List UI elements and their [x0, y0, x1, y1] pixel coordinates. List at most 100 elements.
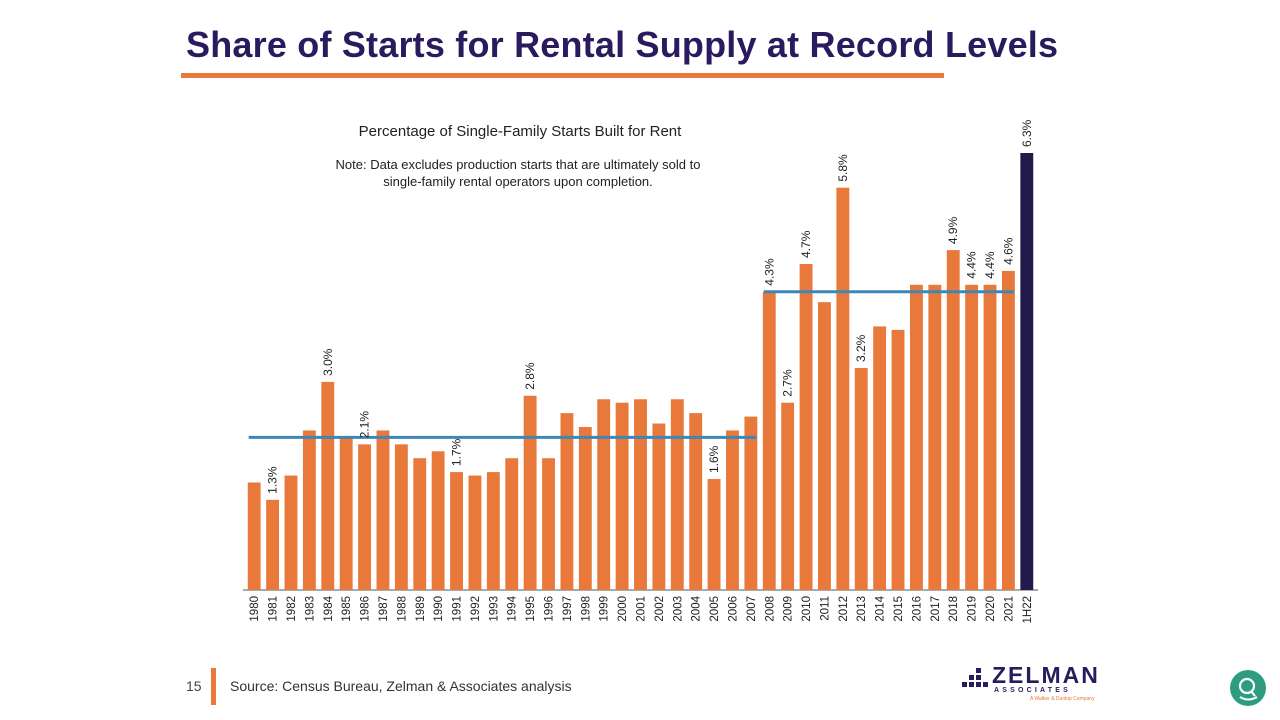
x-tick-label-1984: 1984 — [323, 595, 335, 621]
x-tick-label-1996: 1996 — [544, 596, 556, 622]
data-label-2008: 4.3% — [762, 258, 776, 286]
bar-1984 — [321, 381, 335, 590]
x-tick-label-2016: 2016 — [911, 596, 923, 622]
bar-1987 — [376, 430, 390, 590]
x-tick-label-1988: 1988 — [396, 596, 408, 622]
x-tick-label-1989: 1989 — [415, 596, 427, 622]
x-tick-label-2000: 2000 — [617, 596, 629, 622]
x-tick-label-1997: 1997 — [562, 596, 574, 622]
bar-1993 — [486, 472, 500, 590]
bar-1995 — [523, 395, 537, 590]
x-tick-label-2014: 2014 — [875, 595, 887, 621]
x-tick-label-2010: 2010 — [801, 596, 813, 622]
bar-2007 — [744, 416, 758, 590]
x-tick-label-2008: 2008 — [764, 596, 776, 622]
data-label-2018: 4.9% — [946, 216, 960, 244]
bar-1985 — [339, 437, 353, 590]
data-label-1991: 1.7% — [450, 438, 464, 466]
bar-2021 — [1001, 270, 1015, 590]
data-label-1995: 2.8% — [523, 362, 537, 390]
bar-1992 — [468, 475, 482, 590]
x-tick-label-1982: 1982 — [286, 596, 298, 622]
x-tick-label-1990: 1990 — [433, 596, 445, 622]
bar-2001 — [634, 399, 647, 590]
data-labels-group: 1.3% 3.0% 2.1% 1.7% 2.8% 1.6% 4.3% 2.7% 4.7% 5.8%… — [266, 119, 1034, 494]
bars-group — [243, 153, 1038, 591]
page-title: Share of Starts for Rental Supply at Rec… — [186, 24, 1059, 65]
x-tick-label-1986: 1986 — [360, 596, 372, 622]
x-tick-label-2021: 2021 — [1003, 596, 1015, 622]
logo-tagline: A Walker & Dunlop Company — [1030, 696, 1095, 702]
bar-1998 — [578, 426, 592, 590]
bar-1986 — [358, 444, 372, 590]
bar-1H22 — [1020, 153, 1034, 590]
logo-mark-icon — [962, 668, 988, 687]
bar-2011 — [818, 302, 831, 590]
x-tick-label-2017: 2017 — [930, 596, 942, 622]
bar-1983 — [302, 430, 316, 590]
bar-2019 — [965, 284, 979, 590]
x-tick-label-1991: 1991 — [452, 596, 464, 622]
bar-1996 — [542, 458, 555, 590]
data-label-2005: 1.6% — [707, 445, 721, 473]
bar-2017 — [928, 284, 942, 590]
bar-2020 — [983, 284, 997, 590]
x-tick-label-2012: 2012 — [838, 596, 850, 622]
assistant-icon — [1238, 677, 1258, 701]
chart-note-line-2: single-family rental operators upon comp… — [383, 174, 653, 189]
bar-1997 — [560, 413, 574, 590]
data-label-2013: 3.2% — [854, 334, 868, 362]
x-tick-label-2001: 2001 — [636, 596, 648, 622]
bar-1982 — [284, 475, 298, 590]
data-label-1H22: 6.3% — [1020, 119, 1034, 147]
x-tick-label-2004: 2004 — [691, 595, 703, 621]
title-underline — [181, 73, 944, 78]
x-tick-label-2009: 2009 — [783, 596, 795, 622]
bar-2010 — [799, 263, 813, 590]
x-tick-label-2002: 2002 — [654, 596, 666, 622]
bar-2004 — [689, 413, 703, 590]
bar-1994 — [505, 458, 519, 590]
bar-2016 — [909, 284, 923, 590]
x-tick-label-2006: 2006 — [727, 596, 739, 622]
x-tick-label-2003: 2003 — [672, 596, 684, 622]
bar-1981 — [266, 499, 280, 590]
bar-2018 — [946, 250, 960, 590]
data-label-1984: 3.0% — [321, 348, 335, 376]
data-label-2019: 4.4% — [965, 251, 979, 279]
bar-2008 — [762, 291, 776, 590]
x-tick-label-1999: 1999 — [599, 596, 611, 622]
x-tick-label-2015: 2015 — [893, 596, 905, 622]
x-tick-label-1980: 1980 — [249, 596, 261, 622]
bar-1990 — [431, 451, 445, 590]
x-axis-tick-labels: 1980 1981 1982 1983 1984 1985 1986 1987 1988 1989… — [249, 595, 1034, 623]
data-label-2009: 2.7% — [781, 369, 795, 397]
bar-1989 — [413, 458, 427, 590]
x-tick-label-1992: 1992 — [470, 596, 482, 622]
bar-1988 — [394, 444, 408, 590]
data-label-1981: 1.3% — [266, 466, 280, 494]
x-tick-label-2013: 2013 — [856, 596, 868, 622]
bar-2013 — [854, 368, 868, 590]
data-label-1986: 2.1% — [358, 411, 372, 439]
bar-2014 — [873, 326, 887, 590]
x-tick-label-1993: 1993 — [488, 596, 500, 622]
logo-wordmark: ZELMAN — [992, 662, 1100, 688]
bar-1999 — [597, 399, 611, 590]
x-tick-label-2019: 2019 — [967, 596, 979, 622]
average-lines-group — [248, 290, 1014, 439]
source-note: Source: Census Bureau, Zelman & Associat… — [230, 678, 572, 694]
bar-2005 — [707, 479, 721, 590]
x-tick-label-2007: 2007 — [746, 596, 758, 622]
bar-2002 — [652, 423, 666, 590]
company-logo: ZELMAN ASSOCIATES A Walker & Dunlop Comp… — [962, 662, 1112, 704]
bar-2012 — [836, 187, 850, 590]
data-label-2010: 4.7% — [799, 230, 813, 258]
bar-1980 — [247, 482, 261, 590]
bar-2000 — [615, 402, 629, 590]
data-label-2012: 5.8% — [836, 154, 850, 182]
x-tick-label-2018: 2018 — [948, 596, 960, 622]
assistant-button[interactable] — [1230, 670, 1266, 706]
x-tick-label-1995: 1995 — [525, 596, 537, 622]
